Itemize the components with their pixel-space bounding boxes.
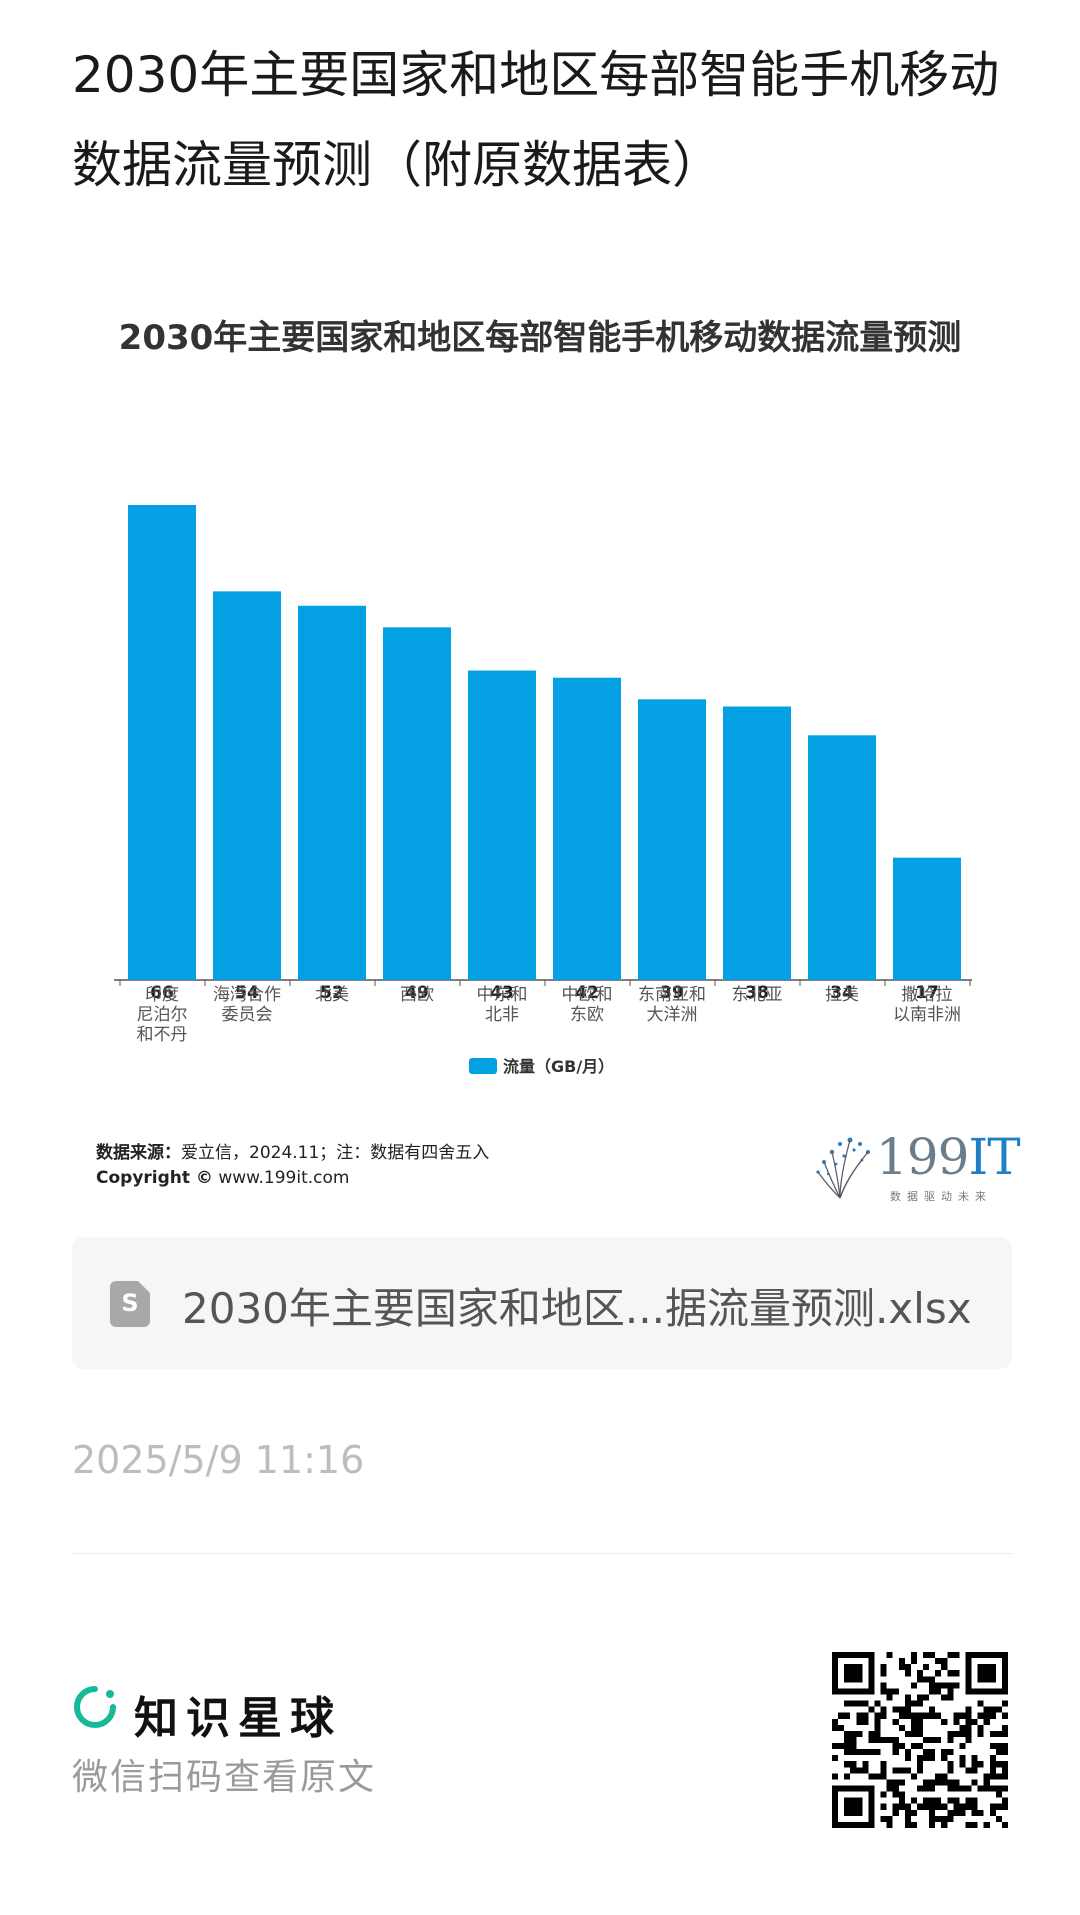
bar-9 — [893, 857, 961, 980]
data-label-4: 43 — [490, 983, 514, 1003]
attachment-card[interactable]: S 2030年主要国家和地区...据流量预测.xlsx — [72, 1237, 1012, 1369]
bar-0 — [128, 505, 196, 980]
copyright-label: Copyright © — [96, 1168, 213, 1188]
data-label-9: 17 — [915, 983, 939, 1003]
attachment-file-name: 2030年主要国家和地区...据流量预测.xlsx — [182, 1284, 972, 1333]
data-label-5: 42 — [575, 983, 599, 1003]
199it-logo: 199IT 数据驱动未来 — [810, 1128, 1021, 1208]
data-label-3: 49 — [405, 983, 429, 1003]
x-tick-label-1-1: 委员会 — [222, 1005, 273, 1025]
x-tick-label-2-0: 北美 — [315, 985, 349, 1005]
brand-name: 知识星球 — [134, 1693, 342, 1744]
dandelion-logo-icon — [816, 1137, 870, 1199]
bar-2 — [298, 605, 366, 980]
x-tick-label-3-0: 西欧 — [400, 985, 434, 1005]
x-tick-label-8-0: 拉美 — [825, 985, 859, 1005]
scan-hint: 微信扫码查看原文 — [72, 1757, 377, 1798]
qr-code-icon[interactable] — [832, 1652, 1008, 1828]
x-tick-label-9-0: 撒哈拉 — [902, 985, 953, 1005]
x-tick-label-7-0: 东北亚 — [732, 985, 783, 1005]
source-label: 数据来源： — [96, 1143, 181, 1163]
x-tick-label-5-1: 东欧 — [570, 1005, 604, 1025]
bar-1 — [213, 591, 281, 980]
copyright-text: www.199it.com — [218, 1168, 350, 1188]
chart-image[interactable]: 2030年主要国家和地区每部智能手机移动数据流量预测 66 印度 尼泊尔 和不丹 54 海… — [0, 280, 1080, 1220]
zsxq-logo-icon — [74, 1686, 116, 1728]
post-timestamp: 2025/5/9 11:16 — [72, 1438, 365, 1482]
data-label-0: 66 — [150, 983, 174, 1003]
x-tick-label-4-0: 中东和 — [477, 985, 528, 1005]
chart-title: 2030年主要国家和地区每部智能手机移动数据流量预测 — [118, 318, 962, 358]
x-tick-label-0-0: 印度 — [145, 985, 179, 1005]
bar-7 — [723, 706, 791, 980]
x-tick-label-9-1: 以南非洲 — [893, 1005, 961, 1025]
x-tick-label-0-2: 和不丹 — [137, 1025, 188, 1045]
divider — [72, 1553, 1012, 1554]
data-label-7: 38 — [745, 983, 769, 1003]
logo-tagline: 数据驱动未来 — [890, 1190, 992, 1203]
bar-4 — [468, 670, 536, 980]
x-tick-label-4-1: 北非 — [485, 1005, 519, 1025]
x-tick-label-1-0: 海湾合作 — [213, 985, 281, 1005]
chart-source: 数据来源：爱立信，2024.11；注：数据有四舍五入 — [96, 1138, 489, 1163]
x-tick-label-6-0: 东南亚和 — [638, 985, 706, 1005]
source-text: 爱立信，2024.11；注：数据有四舍五入 — [181, 1143, 490, 1163]
x-tick-label-0-1: 尼泊尔 — [137, 1005, 188, 1025]
bar-8 — [808, 735, 876, 980]
legend-swatch — [469, 1058, 497, 1074]
data-label-2: 52 — [320, 983, 344, 1003]
data-label-6: 39 — [660, 983, 684, 1003]
post-title: 2030年主要国家和地区每部智能手机移动数据流量预测（附原数据表） — [72, 46, 1000, 194]
logo-wordmark: 199IT — [876, 1128, 1021, 1186]
x-tick-label-6-1: 大洋洲 — [647, 1005, 698, 1025]
legend-label: 流量（GB/月） — [503, 1057, 614, 1076]
bar-5 — [553, 677, 621, 980]
bar-6 — [638, 699, 706, 980]
data-label-1: 54 — [235, 983, 259, 1003]
bar-3 — [383, 627, 451, 980]
spreadsheet-file-icon: S — [110, 1281, 150, 1327]
data-label-8: 34 — [830, 983, 854, 1003]
chart-copyright: Copyright © www.199it.com — [96, 1168, 349, 1188]
x-tick-label-5-0: 中欧和 — [562, 985, 613, 1005]
